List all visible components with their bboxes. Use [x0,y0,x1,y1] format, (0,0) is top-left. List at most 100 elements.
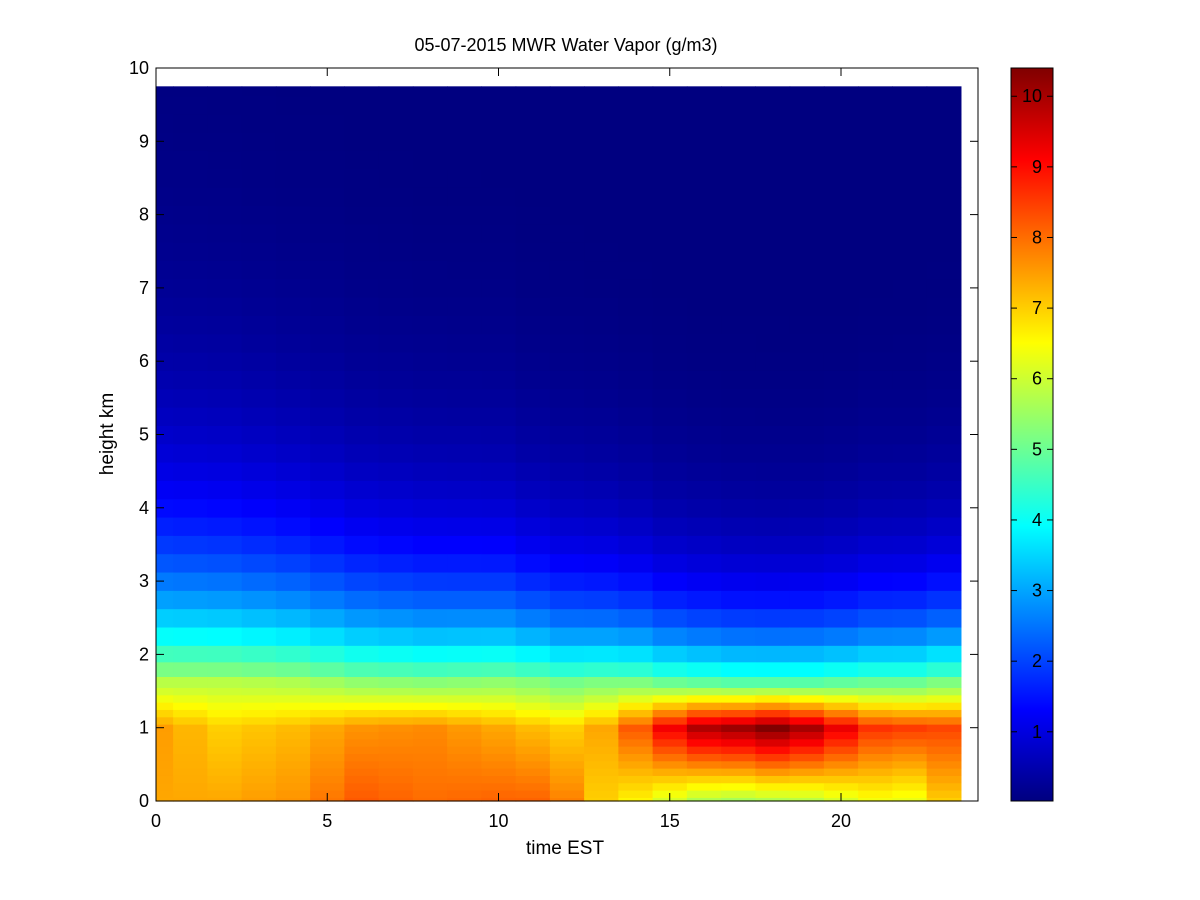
heatmap-cell [515,516,551,536]
heatmap-cell [618,370,654,390]
heatmap-cell [618,407,654,426]
heatmap-cell [892,687,928,696]
x-tick-label: 0 [151,811,161,831]
heatmap-cell [515,753,551,762]
heatmap-cell [789,205,825,225]
heatmap-cell [584,608,619,628]
heatmap-cell [618,480,654,500]
y-tick-label: 1 [139,718,149,738]
heatmap-cell [652,782,688,791]
heatmap-cell [156,516,174,536]
heatmap-cell [686,571,722,591]
heatmap-cell [156,333,174,353]
heatmap-cell [618,731,654,740]
heatmap-cell [618,553,654,573]
heatmap-cell [721,760,756,769]
heatmap-cell [789,553,825,573]
heatmap-cell [310,645,345,663]
heatmap-cell [156,746,174,754]
heatmap-cell [207,702,243,710]
heatmap-cell [686,480,722,500]
heatmap-cell [755,702,791,710]
heatmap-cell [892,370,928,390]
heatmap-cell [858,205,893,225]
heatmap-cell [858,278,893,298]
heatmap-cell [755,461,791,481]
heatmap-cell [173,738,208,747]
heatmap-cell [241,370,277,390]
heatmap-cell [241,553,277,573]
heatmap-cell [447,775,482,784]
heatmap-cell [721,782,756,791]
heatmap-cell [412,571,448,591]
heatmap-cell [618,661,654,677]
heatmap-cell [926,571,962,591]
heatmap-cell [173,352,208,371]
heatmap-cell [344,626,380,646]
heatmap-cell [892,694,928,703]
heatmap-cell [344,746,380,754]
heatmap-cell [618,113,654,133]
heatmap-cell [584,645,619,663]
heatmap-cell [275,738,311,747]
heatmap-cell [755,768,791,776]
heatmap-cell [686,407,722,426]
heatmap-cell [652,95,688,115]
heatmap-cell [515,738,551,747]
heatmap-cell [686,187,722,207]
heatmap-cell [344,724,380,732]
heatmap-cell [515,333,551,353]
heatmap-cell [823,168,859,188]
heatmap-cell [789,333,825,353]
heatmap-cell [207,95,243,115]
heatmap-cell [344,297,380,316]
heatmap-cell [515,150,551,170]
heatmap-cell [378,223,414,243]
heatmap-cell [173,790,208,798]
heatmap-cell [378,661,414,677]
heatmap-cell [344,645,380,663]
heatmap-cell [378,443,414,463]
heatmap-cell [344,86,380,97]
heatmap-cell [207,709,243,718]
heatmap-cell [686,661,722,677]
heatmap-cell [156,150,174,170]
heatmap-cell [207,731,243,740]
heatmap-cell [755,753,791,762]
heatmap-cell [412,333,448,353]
heatmap-cell [755,775,791,784]
heatmap-cell [858,709,893,718]
heatmap-cell [378,388,414,408]
heatmap-cell [789,113,825,133]
heatmap-cell [378,694,414,703]
heatmap-cell [858,315,893,335]
heatmap-cell [378,790,414,798]
heatmap-cell [755,352,791,371]
heatmap-cell [584,590,619,610]
heatmap-cell [549,702,585,710]
heatmap-cell [275,168,311,188]
heatmap-cell [515,709,551,718]
heatmap-cell [652,760,688,769]
heatmap-cell [447,132,482,152]
heatmap-cell [926,676,962,688]
heatmap-cell [310,694,345,703]
heatmap-cell [515,242,551,262]
heatmap-cell [721,608,756,628]
heatmap-cell [892,590,928,610]
heatmap-cell [686,113,722,133]
heatmap-cell [275,687,311,696]
heatmap-cell [858,694,893,703]
heatmap-cell [412,746,448,754]
heatmap-cell [584,480,619,500]
heatmap-cell [789,716,825,725]
colorbar-gradient [1011,68,1053,801]
heatmap-cell [618,760,654,769]
heatmap-cell [310,687,345,696]
heatmap-cell [481,716,517,725]
heatmap-cell [310,223,345,243]
heatmap-cell [310,315,345,335]
heatmap-cell [721,797,756,802]
heatmap-cell [481,113,517,133]
heatmap-cell [549,95,585,115]
